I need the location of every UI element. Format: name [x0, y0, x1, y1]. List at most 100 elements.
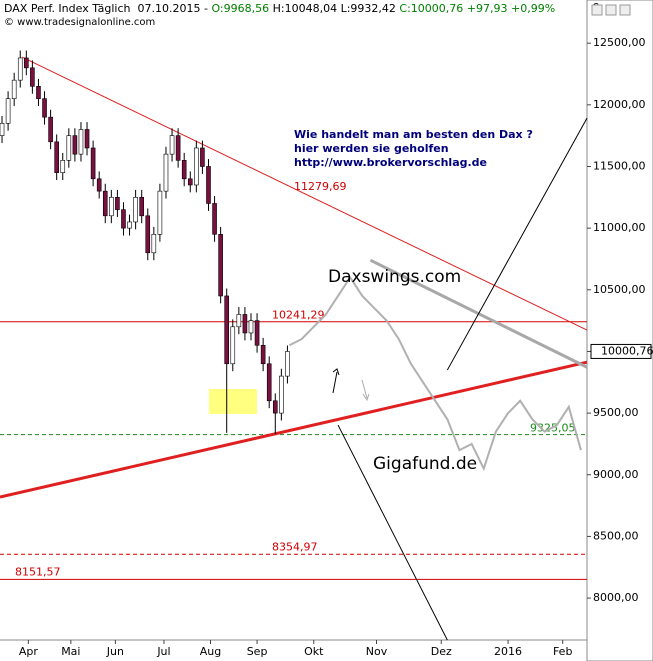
button[interactable]	[605, 4, 617, 16]
candle-body	[200, 147, 205, 167]
x-tick-label: Apr	[19, 645, 39, 658]
level-label: 8354,97	[272, 540, 318, 553]
candle-body	[84, 129, 90, 149]
candle-body	[242, 314, 248, 334]
candle-body	[175, 135, 181, 161]
y-tick-label: 11000,00	[593, 221, 646, 234]
level-label: 10241,29	[272, 309, 325, 322]
candle-body	[60, 160, 66, 173]
candle-body	[17, 57, 23, 81]
close: C:10000,76	[399, 2, 464, 15]
candle-body	[181, 160, 187, 180]
change-pct: +0,99%	[511, 2, 556, 15]
trendline	[446, 117, 588, 371]
trendline	[0, 360, 588, 499]
x-tick-label: Mai	[61, 645, 80, 658]
candle-body	[42, 98, 47, 118]
y-tick-label: 12500,00	[593, 36, 646, 49]
low: L:9932,42	[340, 2, 396, 15]
promo-line: Wie handelt man am besten den Dax ?	[294, 128, 533, 141]
x-tick-label: Okt	[304, 645, 324, 658]
site-label: Gigafund.de	[373, 454, 478, 474]
candle-body	[236, 314, 242, 328]
change: +97,93	[466, 2, 508, 15]
highlight-box	[209, 389, 257, 414]
y-tick-label: 9000,00	[593, 468, 639, 481]
y-tick-label: 8000,00	[593, 591, 639, 604]
y-tick-label: 8500,00	[593, 529, 639, 542]
promo-line: http://www.brokervorschlag.de	[294, 156, 488, 169]
candle-body	[78, 129, 84, 155]
candle-body	[139, 197, 144, 217]
projection-line	[288, 275, 582, 472]
x-tick-label: Jul	[156, 645, 170, 658]
candle-body	[279, 375, 284, 414]
candle-body	[121, 209, 126, 229]
candle-body	[218, 233, 223, 297]
open: O:9968,56	[211, 2, 270, 15]
last-price: 10000,76	[601, 344, 653, 357]
candle-body	[266, 363, 272, 402]
instrument: DAX Perf. Index Täglich	[4, 2, 131, 15]
candle-body	[5, 98, 11, 124]
level-label: 11279,69	[294, 180, 347, 193]
candle-body	[133, 197, 138, 223]
candle-body	[285, 351, 290, 377]
site-label: Daxswings.com	[328, 267, 462, 287]
copyright: © www.tradesignalonline.com	[4, 17, 156, 28]
x-tick-label: Dez	[431, 645, 452, 658]
y-tick-label: 12000,00	[593, 98, 646, 111]
candle-body	[36, 86, 41, 99]
level-label: 8151,57	[15, 565, 61, 578]
candle-body	[11, 79, 17, 99]
candle-body	[96, 178, 102, 192]
candle-body	[72, 135, 78, 155]
arrow-down	[361, 379, 370, 402]
header: DAX Perf. Index Täglich 07.10.2015 - O:9…	[4, 2, 556, 15]
candle-body	[260, 344, 266, 365]
candle-body	[115, 197, 120, 210]
y-tick-label: 11500,00	[593, 159, 646, 172]
x-tick-label: Sep	[247, 645, 268, 658]
candle-body	[102, 190, 108, 217]
x-tick-label: 2016	[494, 645, 522, 658]
trendline	[337, 424, 448, 641]
candle-body	[127, 221, 132, 229]
button[interactable]	[619, 4, 631, 16]
candle-body	[230, 326, 236, 365]
y-tick-label: 9500,00	[593, 406, 639, 419]
y-tick-label: 10500,00	[593, 283, 646, 296]
candle-body	[151, 233, 157, 254]
candle-body	[194, 147, 199, 186]
candle-body	[206, 166, 211, 204]
candle-body	[0, 123, 5, 136]
candle-body	[248, 320, 254, 334]
candle-body	[90, 147, 96, 180]
candle-body	[212, 203, 217, 235]
candle-body	[30, 67, 35, 87]
button[interactable]	[591, 4, 603, 16]
price-axis-panel	[586, 0, 653, 661]
candle-body	[109, 197, 114, 217]
candle-body	[169, 135, 175, 155]
x-tick-label: Feb	[553, 645, 572, 658]
candle-body	[163, 153, 169, 192]
candle-body	[145, 215, 151, 254]
candle-body	[48, 116, 53, 143]
arrow-up	[332, 368, 340, 394]
x-tick-label: Nov	[366, 645, 388, 658]
candle-body	[157, 190, 163, 235]
date: 07.10.2015	[137, 2, 201, 15]
last-price-box	[590, 343, 652, 359]
candle-body	[54, 141, 59, 173]
candle-body	[24, 57, 29, 69]
candle-body	[254, 320, 260, 346]
promo: Wie handelt man am besten den Dax ? hier …	[294, 128, 533, 170]
x-tick-label: Aug	[200, 645, 221, 658]
candle-body	[224, 295, 230, 365]
candle-body	[272, 400, 278, 414]
high: H:10048,04	[272, 2, 338, 15]
candle-body	[66, 135, 72, 161]
